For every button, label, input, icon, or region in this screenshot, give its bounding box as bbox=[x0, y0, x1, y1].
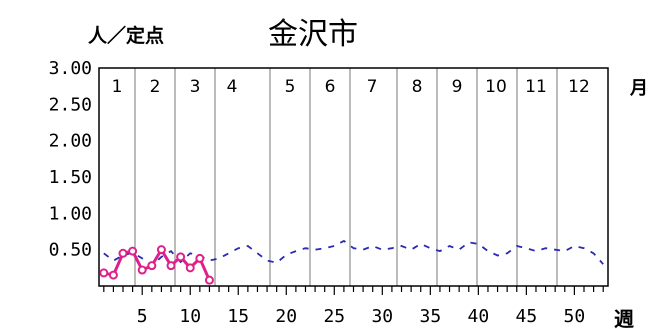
y-tick-1.50: 1.50 bbox=[49, 167, 92, 188]
x-tick-35: 35 bbox=[419, 306, 441, 327]
month-label-7: 7 bbox=[367, 77, 378, 97]
data-point-week-8 bbox=[166, 261, 176, 271]
month-label-6: 6 bbox=[325, 77, 336, 97]
data-point-week-5 bbox=[137, 265, 147, 275]
data-point-week-9 bbox=[176, 252, 186, 262]
x-tick-10: 10 bbox=[179, 306, 201, 327]
x-tick-40: 40 bbox=[468, 306, 490, 327]
y-tick-0.50: 0.50 bbox=[49, 240, 92, 261]
month-label-9: 9 bbox=[452, 77, 463, 97]
month-label-4: 4 bbox=[227, 77, 238, 97]
month-label-3: 3 bbox=[190, 77, 201, 97]
data-point-week-12 bbox=[204, 275, 214, 285]
data-point-week-7 bbox=[156, 245, 166, 255]
y-tick-labels: 3.00 2.50 2.00 1.50 1.00 0.50 bbox=[49, 58, 92, 261]
chart-title: 金沢市 bbox=[268, 17, 358, 52]
x-tick-30: 30 bbox=[371, 306, 393, 327]
data-point-week-6 bbox=[147, 261, 157, 271]
series-line-previous bbox=[103, 239, 604, 267]
month-label-8: 8 bbox=[412, 77, 423, 97]
y-tick-1.00: 1.00 bbox=[49, 203, 92, 224]
month-label-2: 2 bbox=[150, 77, 161, 97]
x-tick-25: 25 bbox=[323, 306, 345, 327]
month-dividers bbox=[134, 68, 558, 286]
data-point-week-11 bbox=[195, 253, 205, 263]
y-tick-2.00: 2.00 bbox=[49, 131, 92, 152]
data-point-week-4 bbox=[128, 246, 138, 256]
x-tick-15: 15 bbox=[227, 306, 249, 327]
data-point-week-2 bbox=[108, 270, 118, 280]
month-label-12: 12 bbox=[568, 77, 590, 97]
x-tick-5: 5 bbox=[137, 306, 148, 327]
data-point-week-3 bbox=[118, 248, 128, 258]
y-tick-2.50: 2.50 bbox=[49, 94, 92, 115]
month-label-10: 10 bbox=[485, 77, 507, 97]
x-tick-20: 20 bbox=[275, 306, 297, 327]
month-label-5: 5 bbox=[285, 77, 296, 97]
x-tick-45: 45 bbox=[516, 306, 538, 327]
data-point-week-10 bbox=[185, 263, 195, 273]
month-labels: 1 2 3 4 5 6 7 8 9 10 11 12 bbox=[112, 77, 590, 97]
y-tick-3.00: 3.00 bbox=[49, 58, 92, 79]
data-series bbox=[99, 239, 604, 285]
x-axis-label: 週 bbox=[614, 307, 634, 329]
month-unit-label: 月 bbox=[629, 78, 648, 99]
month-label-11: 11 bbox=[525, 77, 547, 97]
x-axis-ticks: 5 10 15 20 25 30 35 40 45 50 bbox=[103, 286, 604, 327]
y-axis-label: 人／定点 bbox=[88, 24, 164, 47]
month-label-1: 1 bbox=[112, 77, 123, 97]
data-point-week-1 bbox=[99, 268, 109, 278]
x-tick-50: 50 bbox=[564, 306, 586, 327]
